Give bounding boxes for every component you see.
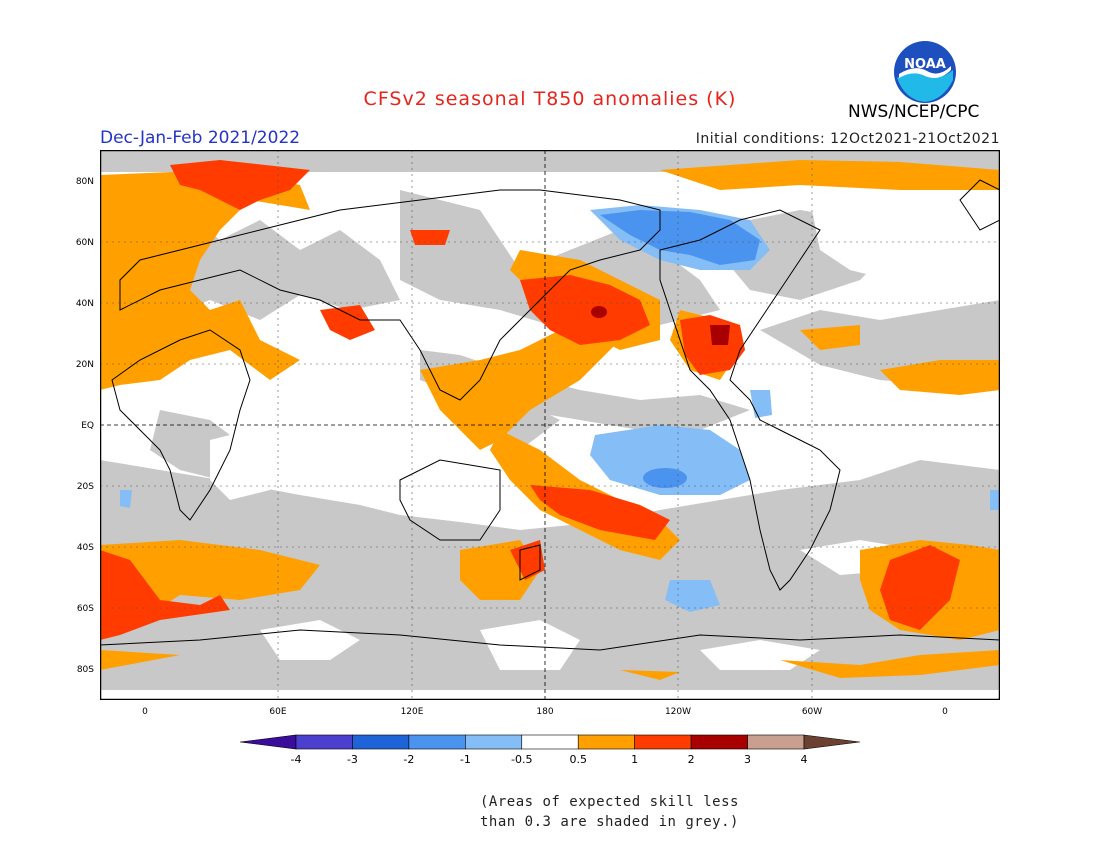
map-frame	[100, 150, 1000, 700]
colorbar-label: -0.5	[511, 753, 532, 766]
latitude-labels: 80N 60N 40N 20N EQ 20S 40S 60S 80S	[76, 177, 94, 675]
lon-label: 180	[536, 707, 553, 717]
colorbar-cell	[240, 734, 297, 750]
longitude-labels: 0 60E 120E 180 120W 60W 0	[142, 707, 948, 717]
colorbar-cell	[521, 734, 579, 750]
colorbar-label: -2	[403, 753, 414, 766]
footnote-line: than 0.3 are shaded in grey.)	[480, 814, 739, 830]
lat-label: 40S	[77, 543, 94, 553]
colorbar-cell	[690, 734, 748, 750]
cold-anomaly-blue	[600, 210, 760, 488]
lat-label: 60N	[76, 238, 94, 248]
lat-label: 60S	[77, 604, 94, 614]
warm-anomaly-dark-red	[591, 306, 730, 345]
skill-footnote: (Areas of expected skill less than 0.3 a…	[480, 792, 739, 832]
map-gridlines	[100, 150, 1000, 700]
anomaly-map	[100, 150, 1000, 700]
lon-label: 0	[142, 707, 148, 717]
lat-label: 80N	[76, 177, 94, 187]
map-title: CFSv2 seasonal T850 anomalies (K)	[363, 88, 737, 110]
lon-label: 120W	[665, 707, 691, 717]
season-label: Dec-Jan-Feb 2021/2022	[100, 128, 301, 148]
colorbar-label: 3	[744, 753, 751, 766]
footnote-line: (Areas of expected skill less	[480, 794, 739, 810]
initial-conditions-label: Initial conditions: 12Oct2021-21Oct2021	[695, 131, 1000, 147]
colorbar-cell	[577, 734, 635, 750]
colorbar-label: 4	[801, 753, 808, 766]
colorbar-label: 0.5	[569, 753, 587, 766]
noaa-logo-text: NOAA	[904, 57, 946, 72]
colorbar-label: 1	[631, 753, 638, 766]
lon-label: 60E	[269, 707, 286, 717]
lon-label: 120E	[401, 707, 424, 717]
colorbar-cell	[747, 734, 805, 750]
agency-label: NWS/NCEP/CPC	[848, 102, 980, 122]
colorbar-label: -1	[460, 753, 471, 766]
lon-label: 0	[942, 707, 948, 717]
colorbar-cell	[408, 734, 466, 750]
lat-label: 40N	[76, 299, 94, 309]
colorbar-cell	[295, 734, 353, 750]
lon-label: 60W	[802, 707, 822, 717]
colorbar-cell	[465, 734, 523, 750]
colorbar-cell	[352, 734, 410, 750]
color-scale-bar: -4 -3 -2 -1 -0.5 0.5 1 2 3 4	[240, 734, 860, 766]
colorbar-label: -4	[291, 753, 302, 766]
noaa-logo-icon: NOAA	[894, 41, 956, 103]
lat-label: 80S	[77, 665, 94, 675]
colorbar-cell	[803, 734, 860, 750]
colorbar-cell	[634, 734, 692, 750]
coastlines	[100, 179, 1000, 651]
lat-label: 20S	[77, 482, 94, 492]
lat-label: 20N	[76, 360, 94, 370]
colorbar-label: 2	[688, 753, 695, 766]
lat-label: EQ	[81, 421, 94, 431]
colorbar-label: -3	[347, 753, 358, 766]
